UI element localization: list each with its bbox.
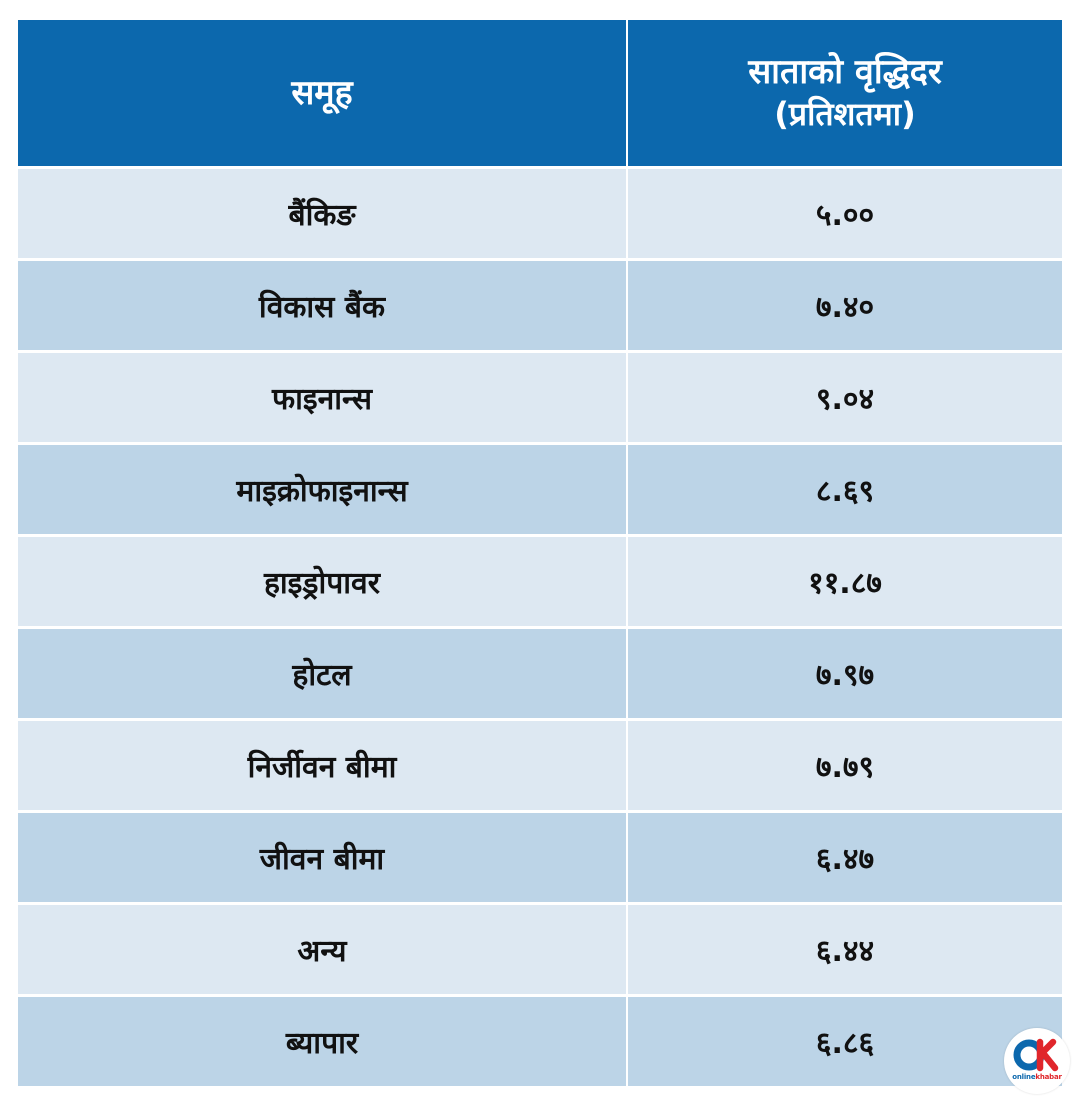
table-row: अन्य ६.४४	[18, 905, 1062, 994]
rate-cell: ७.९७	[628, 629, 1062, 718]
table-row: हाइड्रोपावर ११.८७	[18, 537, 1062, 626]
header-rate-label: साताको वृद्धिदर	[748, 52, 942, 93]
logo-wordmark: onlinekhabar	[1004, 1073, 1070, 1081]
group-cell: ब्यापार	[18, 997, 626, 1086]
rate-cell: ५.००	[628, 169, 1062, 258]
logo-text-khabar: khabar	[1035, 1073, 1062, 1081]
table-row: ब्यापार ६.८६	[18, 997, 1062, 1086]
group-cell: होटल	[18, 629, 626, 718]
rate-cell: ६.४४	[628, 905, 1062, 994]
header-rate-cell: साताको वृद्धिदर (प्रतिशतमा)	[628, 20, 1062, 166]
rate-cell: ११.८७	[628, 537, 1062, 626]
onlinekhabar-logo[interactable]: onlinekhabar	[1004, 1028, 1070, 1094]
table-header-row: समूह साताको वृद्धिदर (प्रतिशतमा)	[18, 20, 1062, 166]
group-cell: विकास बैंक	[18, 261, 626, 350]
table-row: जीवन बीमा ६.४७	[18, 813, 1062, 902]
rate-cell: ६.८६	[628, 997, 1062, 1086]
header-rate-unit: (प्रतिशतमा)	[774, 95, 916, 134]
table-row: माइक्रोफाइनान्स ८.६९	[18, 445, 1062, 534]
group-cell: अन्य	[18, 905, 626, 994]
table-row: होटल ७.९७	[18, 629, 1062, 718]
group-cell: हाइड्रोपावर	[18, 537, 626, 626]
group-cell: फाइनान्स	[18, 353, 626, 442]
rate-cell: ६.४७	[628, 813, 1062, 902]
rate-cell: ९.०४	[628, 353, 1062, 442]
group-cell: जीवन बीमा	[18, 813, 626, 902]
group-cell: बैंकिङ	[18, 169, 626, 258]
logo-text-online: online	[1012, 1073, 1036, 1081]
group-cell: निर्जीवन बीमा	[18, 721, 626, 810]
table-row: निर्जीवन बीमा ७.७९	[18, 721, 1062, 810]
rate-cell: ८.६९	[628, 445, 1062, 534]
table-row: फाइनान्स ९.०४	[18, 353, 1062, 442]
header-group-label: समूह	[291, 72, 353, 113]
table-row: विकास बैंक ७.४०	[18, 261, 1062, 350]
table-row: बैंकिङ ५.००	[18, 169, 1062, 258]
growth-rate-table: समूह साताको वृद्धिदर (प्रतिशतमा) बैंकिङ …	[18, 20, 1062, 1086]
header-group-cell: समूह	[18, 20, 626, 166]
rate-cell: ७.४०	[628, 261, 1062, 350]
ok-logo-icon	[1013, 1038, 1059, 1072]
group-cell: माइक्रोफाइनान्स	[18, 445, 626, 534]
rate-cell: ७.७९	[628, 721, 1062, 810]
